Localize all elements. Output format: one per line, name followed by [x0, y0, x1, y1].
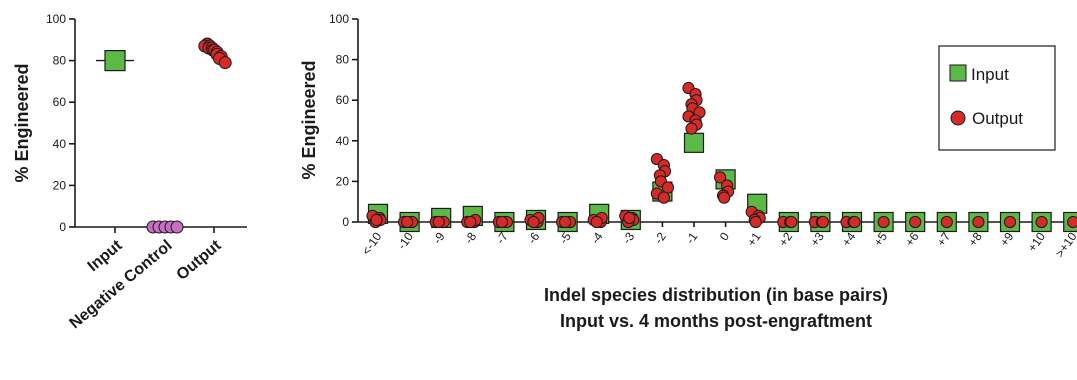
- right-output-point: [559, 215, 572, 229]
- right-category-label: -9: [430, 229, 448, 246]
- right-output-point: [590, 215, 603, 229]
- right-output-point: [1067, 215, 1077, 229]
- right-category-label: +2: [776, 229, 796, 249]
- right-output-point: [661, 181, 675, 194]
- legend-output-label: Output: [972, 109, 1023, 128]
- right-category-label: -2: [651, 229, 669, 246]
- right-category-label: -6: [525, 229, 543, 246]
- left-y-tick-label: 20: [53, 178, 67, 192]
- right-y-ticks: 0 20 40 60 80 100: [329, 12, 358, 229]
- x-axis-title-line2: Input vs. 4 months post-engraftment: [560, 311, 872, 331]
- right-category-label: -1: [683, 229, 701, 246]
- legend-box: [938, 45, 1056, 151]
- right-output-point: [657, 191, 671, 204]
- left-y-tick-label: 100: [46, 12, 66, 26]
- legend-input-marker: [949, 64, 967, 82]
- right-output-point: [877, 215, 890, 229]
- left-y-tick-label: 0: [59, 220, 66, 234]
- right-category-label: >+10: [1052, 229, 1077, 260]
- left-y-tick-label: 60: [53, 95, 67, 109]
- right-category-label: 0: [717, 229, 732, 243]
- right-output-point: [718, 191, 731, 204]
- left-y-tick-label: 80: [53, 54, 67, 68]
- left-negative-control-point: [170, 220, 184, 234]
- right-output-point: [940, 215, 953, 229]
- right-category-label: +7: [934, 229, 954, 249]
- right-category-label: +9: [997, 229, 1017, 249]
- left-y-ticks: 0 20 40 60 80 100: [46, 12, 75, 234]
- right-category-label: +10: [1025, 229, 1048, 254]
- right-category-label: -4: [588, 229, 606, 246]
- legend-input-label: Input: [971, 65, 1009, 84]
- right-category-label: +6: [902, 229, 922, 249]
- right-y-tick-label: 40: [336, 134, 350, 148]
- left-input-point: [104, 49, 126, 72]
- right-output-point: [495, 215, 508, 229]
- left-data-points: [96, 37, 232, 234]
- right-output-point: [527, 215, 540, 229]
- right-category-label: +1: [744, 229, 764, 249]
- right-category-label: +8: [966, 229, 986, 249]
- right-y-tick-label: 20: [336, 174, 350, 188]
- right-y-axis-label: % Engineered: [299, 60, 319, 179]
- right-category-label: +5: [871, 229, 891, 249]
- right-category-label: +3: [808, 229, 828, 249]
- left-category-label: Output: [173, 237, 225, 284]
- right-y-tick-label: 100: [329, 12, 349, 26]
- right-output-point: [401, 215, 414, 229]
- right-output-point: [685, 122, 698, 135]
- right-data-points: [366, 81, 1077, 233]
- left-y-axis-label: % Engineered: [12, 63, 32, 182]
- right-output-point: [1003, 215, 1017, 229]
- left-output-point: [218, 56, 232, 70]
- right-input-point: [683, 132, 705, 153]
- left-category-label: Input: [85, 237, 126, 276]
- right-output-point: [785, 215, 798, 229]
- right-category-label: -8: [462, 229, 480, 246]
- right-category-label: -3: [620, 229, 638, 246]
- right-output-point: [370, 213, 383, 227]
- right-output-point: [848, 215, 861, 229]
- x-axis-title-line1: Indel species distribution (in base pair…: [544, 285, 888, 305]
- right-output-point: [1035, 215, 1048, 229]
- right-y-tick-label: 80: [336, 53, 350, 67]
- left-panel: 0 20 40 60 80 100 % Engineered InputNegative …: [12, 12, 247, 332]
- right-category-label: <-10: [359, 229, 385, 257]
- legend: Input Output: [938, 45, 1056, 151]
- right-output-point: [623, 211, 636, 225]
- right-output-point: [432, 215, 445, 229]
- right-output-point: [816, 215, 830, 229]
- right-category-label: +4: [839, 229, 859, 249]
- right-output-point: [464, 215, 477, 229]
- right-output-point: [714, 171, 727, 184]
- right-category-label: -10: [395, 229, 417, 252]
- left-y-tick-label: 40: [53, 137, 67, 151]
- right-y-tick-label: 60: [336, 93, 350, 107]
- legend-output-marker: [950, 110, 966, 126]
- right-output-point: [749, 215, 762, 229]
- right-output-point: [972, 215, 985, 229]
- right-output-point: [909, 215, 922, 229]
- right-y-tick-label: 0: [342, 215, 349, 229]
